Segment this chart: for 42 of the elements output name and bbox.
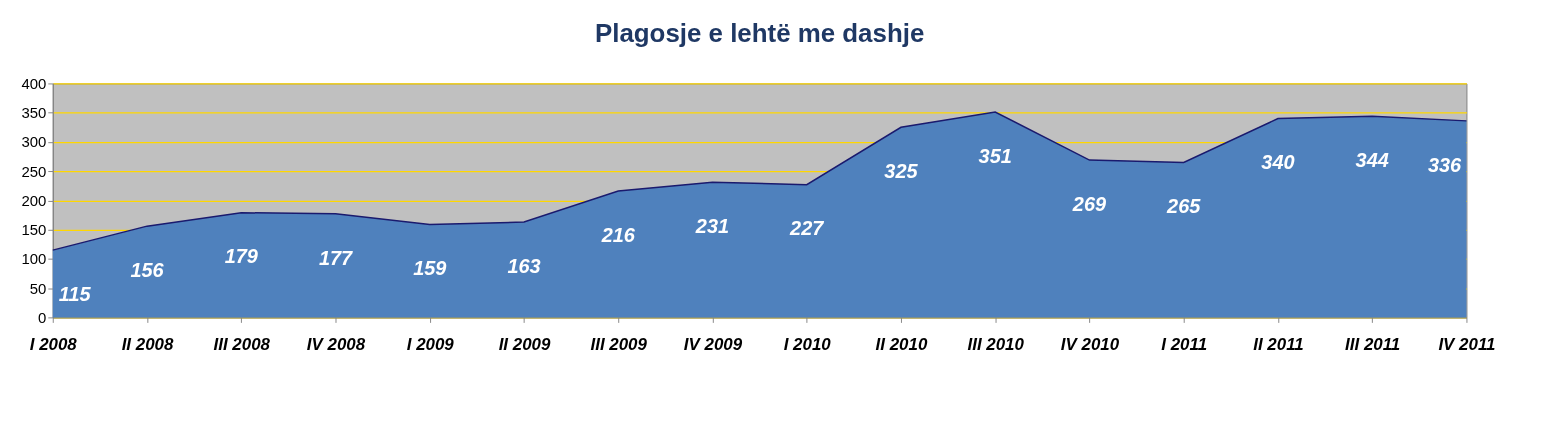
x-tick-label: IV 2009 xyxy=(683,334,743,354)
y-tick-label: 350 xyxy=(21,104,47,122)
chart-title: Plagosje e lehtë me dashje xyxy=(594,18,925,47)
data-label: 163 xyxy=(507,254,541,277)
data-label: 269 xyxy=(1071,192,1107,215)
x-tick-label: III 2011 xyxy=(1345,334,1401,354)
y-tick-label: 150 xyxy=(21,221,47,239)
data-label: 340 xyxy=(1261,151,1295,174)
data-label: 231 xyxy=(694,215,730,238)
x-tick-label: II 2010 xyxy=(875,334,928,354)
data-label: 159 xyxy=(413,257,447,280)
y-tick-label: 250 xyxy=(21,162,47,180)
data-label: 216 xyxy=(600,223,636,246)
x-tick-label: I 2010 xyxy=(783,334,832,354)
data-label: 156 xyxy=(130,258,165,281)
data-label: 344 xyxy=(1355,148,1389,171)
y-tick-label: 400 xyxy=(21,74,47,92)
x-tick-label: I 2011 xyxy=(1161,334,1208,354)
data-label: 336 xyxy=(1427,153,1463,176)
data-label: 177 xyxy=(318,246,354,269)
y-tick-label: 50 xyxy=(29,279,47,297)
x-tick-label: IV 2011 xyxy=(1438,334,1496,354)
x-tick-label: IV 2008 xyxy=(306,334,366,354)
x-tick-label: II 2008 xyxy=(121,334,174,354)
y-tick-label: 100 xyxy=(21,250,47,268)
x-tick-label: I 2009 xyxy=(406,334,455,354)
x-tick-label: II 2011 xyxy=(1253,334,1304,354)
y-tick-label: 200 xyxy=(21,191,47,209)
data-label: 179 xyxy=(224,245,258,268)
data-label: 351 xyxy=(978,144,1012,167)
data-label: 227 xyxy=(789,217,825,240)
y-tick-label: 300 xyxy=(21,133,47,151)
data-label: 265 xyxy=(1166,195,1202,218)
data-label: 325 xyxy=(884,160,919,183)
data-label: 115 xyxy=(58,282,92,305)
x-tick-label: III 2010 xyxy=(967,334,1025,354)
y-tick-label: 0 xyxy=(37,308,47,326)
x-tick-label: III 2009 xyxy=(590,334,648,354)
x-tick-label: II 2009 xyxy=(498,334,551,354)
x-tick-label: III 2008 xyxy=(213,334,271,354)
x-tick-label: IV 2010 xyxy=(1060,334,1120,354)
x-tick-label: I 2008 xyxy=(29,334,78,354)
